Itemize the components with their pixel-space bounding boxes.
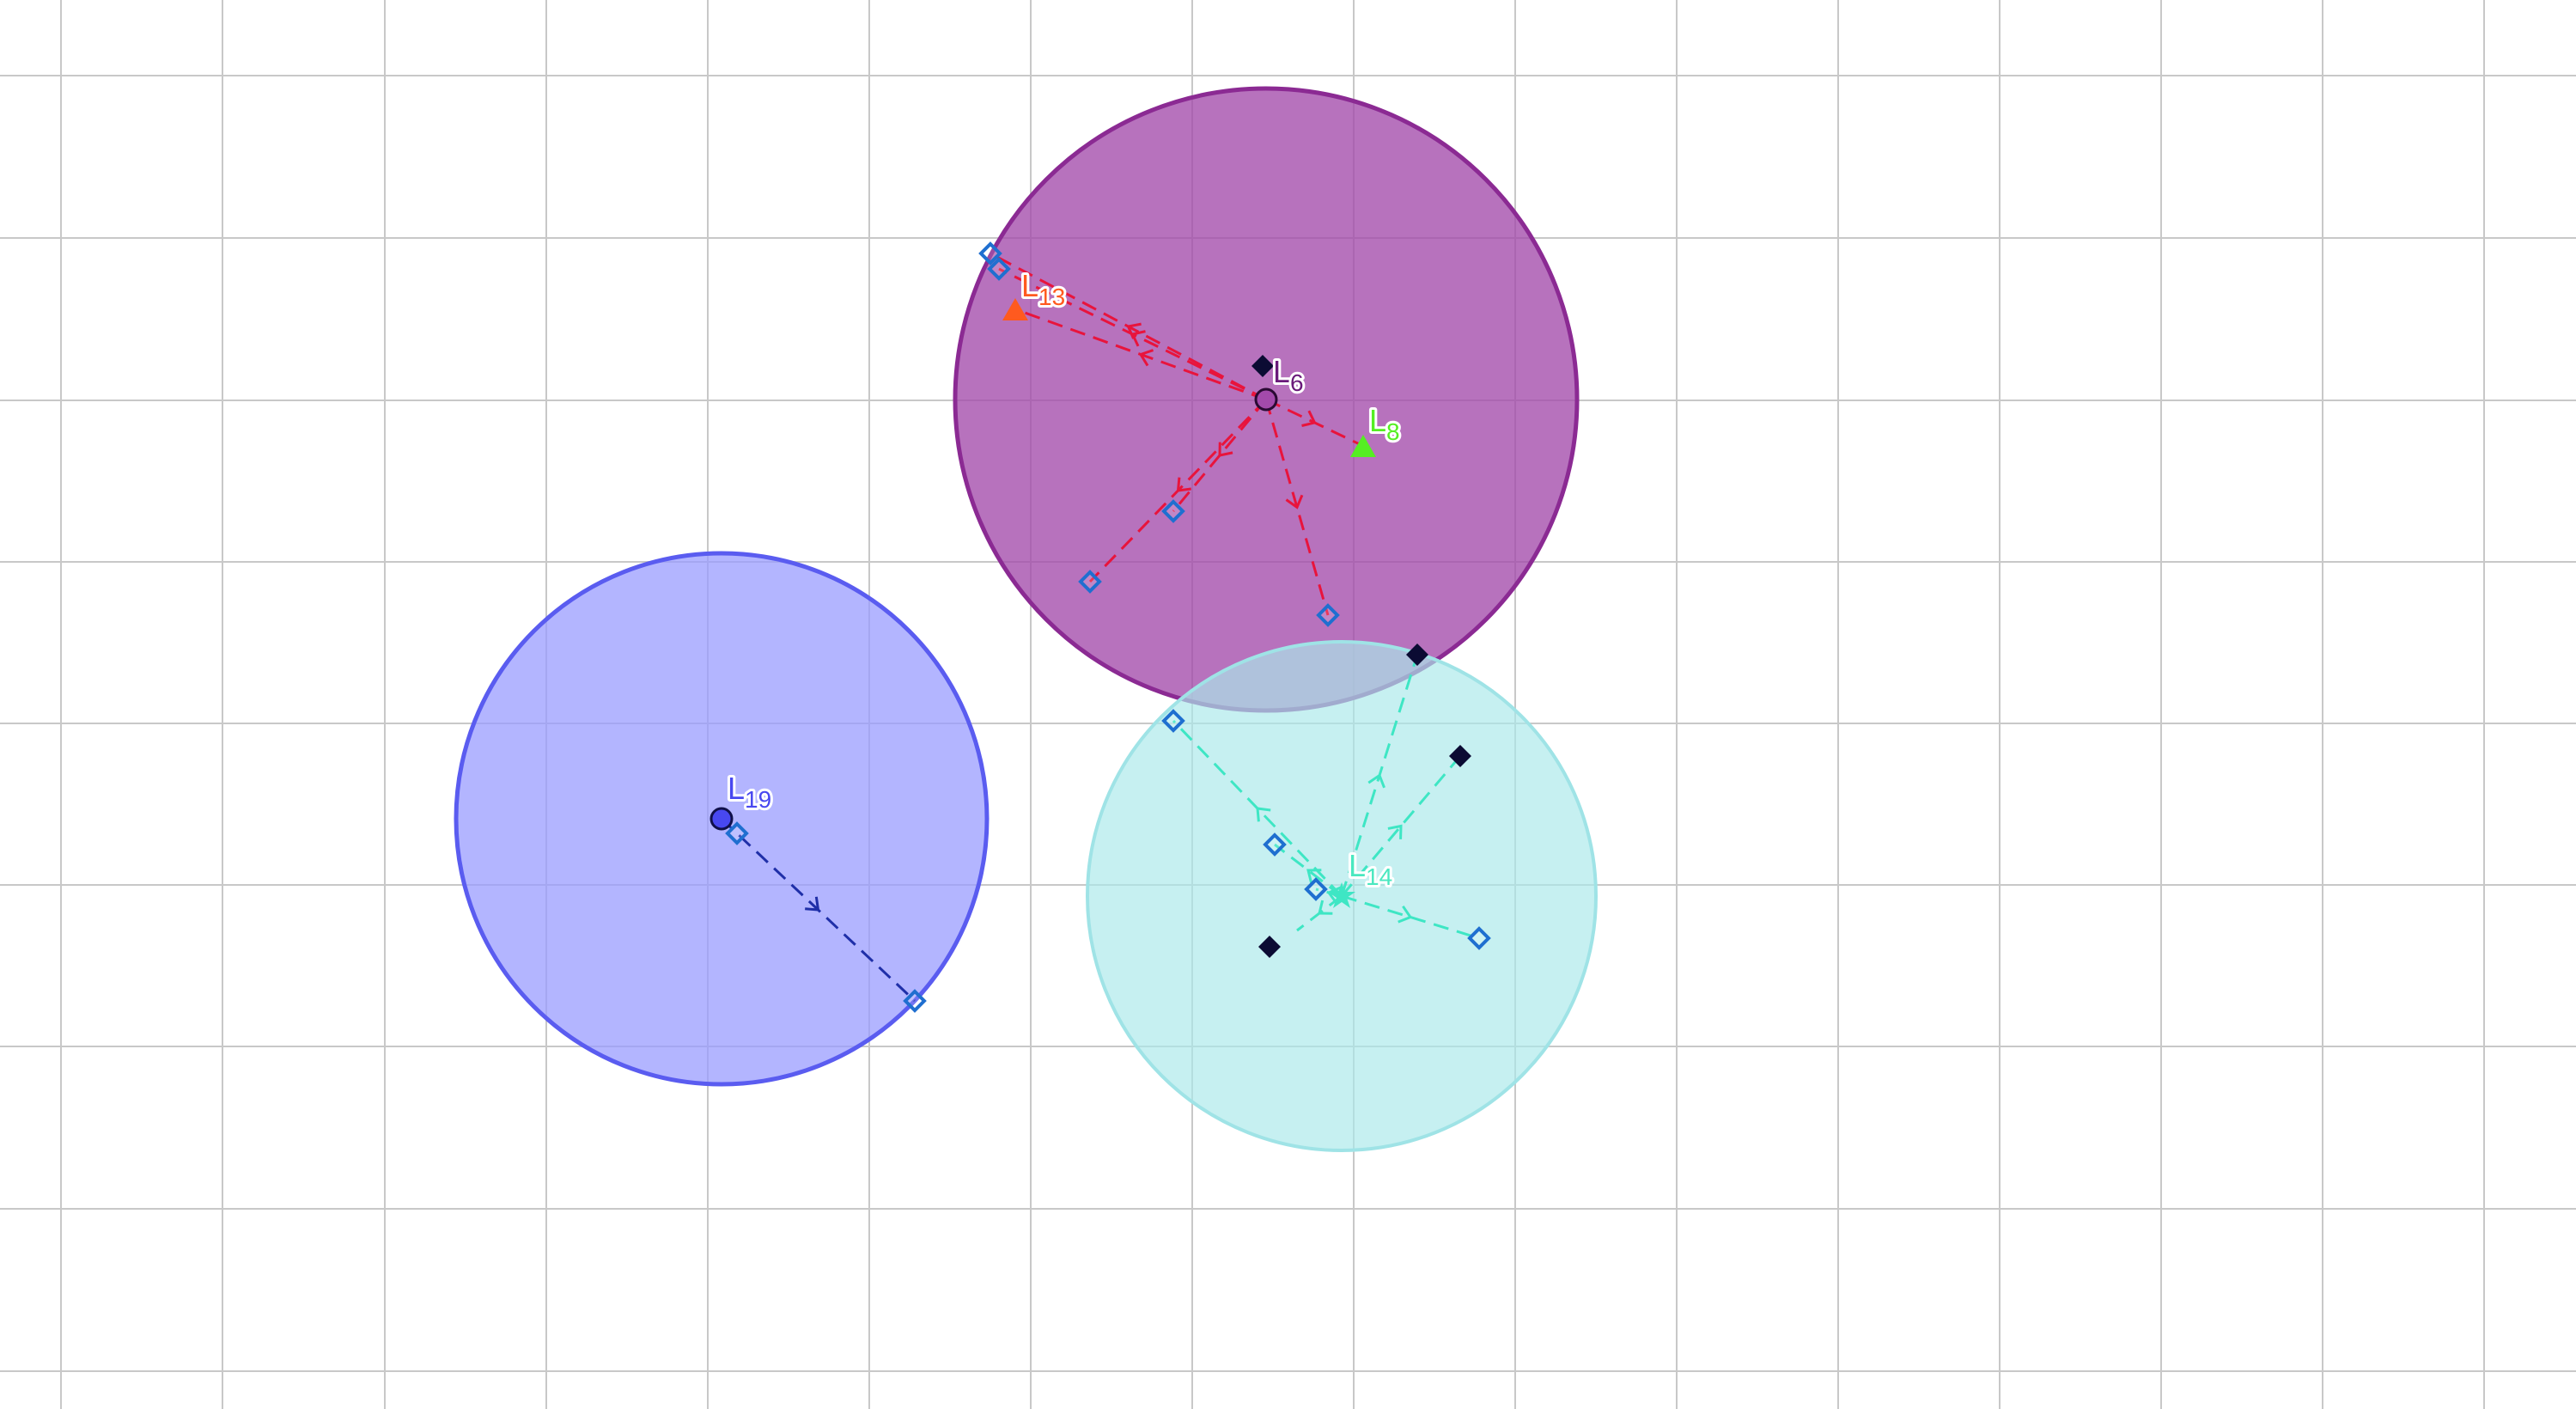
marker-group [725,241,1491,1013]
marker-hollow-diamond-icon[interactable] [903,989,927,1013]
edge-L14-to-upper-right [1340,755,1462,897]
marker-hollow-diamond-icon[interactable] [1316,603,1340,627]
edge-L14-to-right-arrow-icon [1398,905,1413,924]
edge-L14-to-lower-left-arrow-icon [1318,900,1333,915]
node-label-L8: L8 [1369,403,1400,445]
edge-L6-to-upper-left-b-arrow-icon [1130,330,1146,347]
node-label-L6: L6 [1273,354,1304,396]
marker-hollow-diamond-icon[interactable] [1161,709,1185,733]
node-label-L19: L19 [728,771,771,813]
edge-L19-to-rim-arrow-icon [805,896,820,912]
marker-solid-diamond-icon[interactable] [1449,745,1471,767]
marker-solid-diamond-icon[interactable] [1251,355,1274,377]
marker-hollow-diamond-icon[interactable] [1263,833,1287,857]
edge-L6-to-L8-arrow-icon [1301,410,1317,427]
node-label-L13: L13 [1021,268,1065,310]
edge-L14-to-upper-right-arrow-icon [1387,824,1403,839]
edge-L14-to-left [1274,843,1343,898]
node-L8-triangle-icon[interactable] [1350,435,1376,457]
marker-hollow-diamond-icon[interactable] [725,821,749,845]
edge-L6-to-lower-arrow-icon [1285,494,1304,509]
node-L19-circle-icon[interactable] [709,807,734,831]
marker-solid-diamond-icon[interactable] [1406,644,1428,666]
marker-hollow-diamond-icon[interactable] [978,241,1002,265]
node-L6-circle-icon[interactable] [1254,387,1278,412]
node-L14-star-icon[interactable] [1328,882,1355,908]
marker-hollow-diamond-icon[interactable] [987,257,1011,281]
edge-L6-to-L13-arrow-icon [1138,349,1154,367]
edge-L14-to-near-left-arrow-icon [1326,886,1342,905]
node-label-L14: L14 [1349,848,1392,890]
edge-L14-to-left-arrow-icon [1306,869,1322,884]
marker-hollow-diamond-icon[interactable] [1304,877,1328,901]
node-L13-triangle-icon[interactable] [1002,298,1028,320]
marker-hollow-diamond-icon[interactable] [1078,570,1102,594]
edge-L6-to-lower [1264,399,1330,616]
marker-hollow-diamond-icon[interactable] [1161,499,1185,523]
edge-L14-to-upper-left-arrow-icon [1256,807,1271,822]
marker-solid-diamond-icon[interactable] [1258,936,1281,958]
edge-L6-to-inner-left-arrow-icon [1218,442,1233,457]
edge-group [720,252,1480,1003]
edge-L14-to-top-arrow-icon [1367,773,1385,789]
marker-hollow-diamond-icon[interactable] [1467,926,1491,950]
edge-L6-to-lower-left-arrow-icon [1176,477,1191,492]
